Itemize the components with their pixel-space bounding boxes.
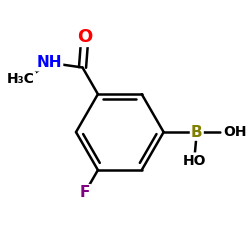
Text: OH: OH [223, 125, 246, 139]
Text: H₃C: H₃C [7, 72, 35, 86]
Text: O: O [77, 28, 92, 46]
Text: B: B [191, 124, 202, 140]
Text: F: F [80, 185, 90, 200]
Text: HO: HO [183, 154, 206, 168]
Text: NH: NH [36, 55, 62, 70]
